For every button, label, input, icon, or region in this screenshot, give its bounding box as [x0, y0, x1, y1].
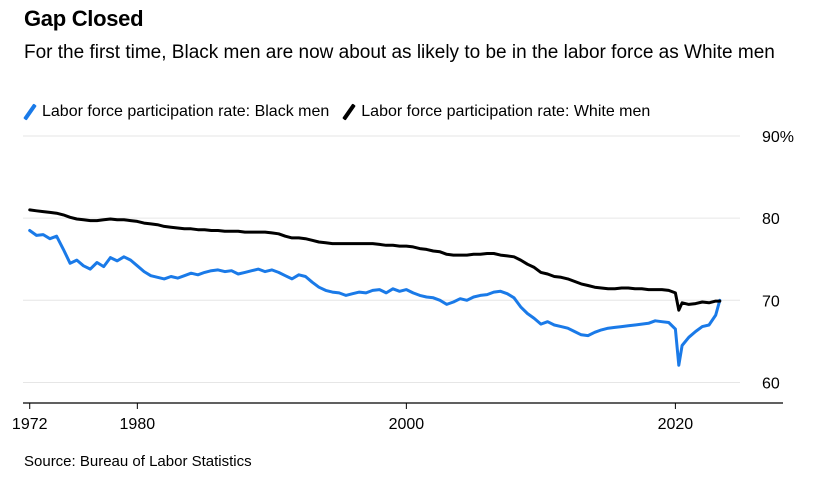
legend-label-white-men: Labor force participation rate: White me… — [361, 103, 651, 120]
x-tick-label: 1972 — [12, 416, 48, 433]
series-line-white-men — [28, 208, 722, 312]
legend: Labor force participation rate: Black me… — [23, 103, 664, 121]
x-tick-label: 2020 — [658, 416, 694, 433]
x-tick-label: 1980 — [120, 416, 156, 433]
chart-subtitle: For the first time, Black men are now ab… — [24, 42, 775, 63]
series-line-black-men — [28, 229, 722, 367]
source-note: Source: Bureau of Labor Statistics — [24, 453, 252, 470]
y-tick-label: 90% — [762, 129, 794, 146]
legend-label-black-men: Labor force participation rate: Black me… — [42, 103, 330, 120]
x-tick-label: 2000 — [389, 416, 425, 433]
legend-item-white-men: Labor force participation rate: White me… — [342, 103, 651, 121]
y-tick-label: 60 — [762, 375, 780, 392]
y-tick-label: 70 — [762, 293, 780, 310]
legend-item-black-men: Labor force participation rate: Black me… — [23, 103, 330, 121]
chart-title: Gap Closed — [24, 6, 144, 31]
y-tick-label: 80 — [762, 211, 780, 228]
